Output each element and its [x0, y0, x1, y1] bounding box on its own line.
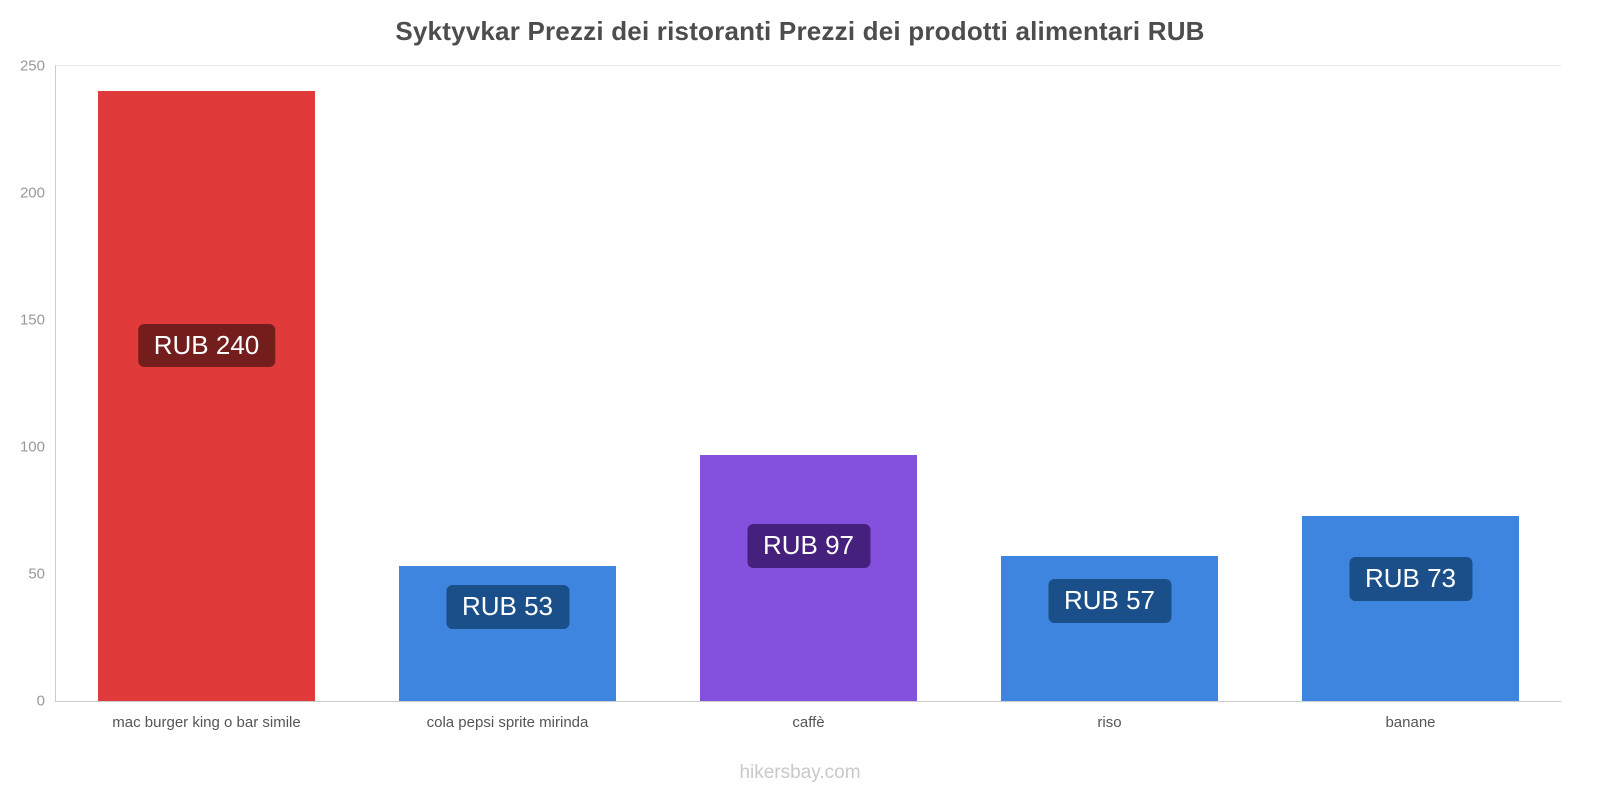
- footer-watermark-link[interactable]: hikersbay.com: [739, 762, 861, 783]
- y-tick-label: 200: [19, 184, 45, 202]
- category-label: caffè: [792, 714, 825, 731]
- category-label: banane: [1385, 714, 1436, 731]
- y-tick-label: 150: [19, 311, 45, 329]
- bar-4: RUB 57: [1001, 556, 1218, 701]
- value-label: RUB 240: [137, 323, 276, 368]
- category-label: cola pepsi sprite mirinda: [426, 714, 589, 731]
- value-label: RUB 97: [746, 523, 871, 568]
- y-tick-label: 50: [28, 565, 45, 583]
- y-tick-label: 0: [36, 692, 45, 710]
- category-label: riso: [1097, 714, 1122, 731]
- bar-1: RUB 240: [98, 91, 315, 701]
- value-label: RUB 57: [1047, 579, 1172, 624]
- chart-title: Syktyvkar Prezzi dei ristoranti Prezzi d…: [395, 16, 1205, 46]
- category-label: mac burger king o bar simile: [112, 714, 301, 731]
- bar-3: RUB 97: [700, 455, 917, 701]
- value-label: RUB 53: [445, 584, 570, 629]
- bar-5: RUB 73: [1302, 516, 1519, 701]
- y-tick-label: 100: [19, 438, 45, 456]
- bar-2: RUB 53: [399, 566, 616, 701]
- value-label: RUB 73: [1348, 557, 1473, 602]
- y-tick-label: 250: [19, 57, 45, 75]
- plot-area: 0 50 100 150 200 250 RUB 240 mac burger king o …: [20, 59, 1561, 731]
